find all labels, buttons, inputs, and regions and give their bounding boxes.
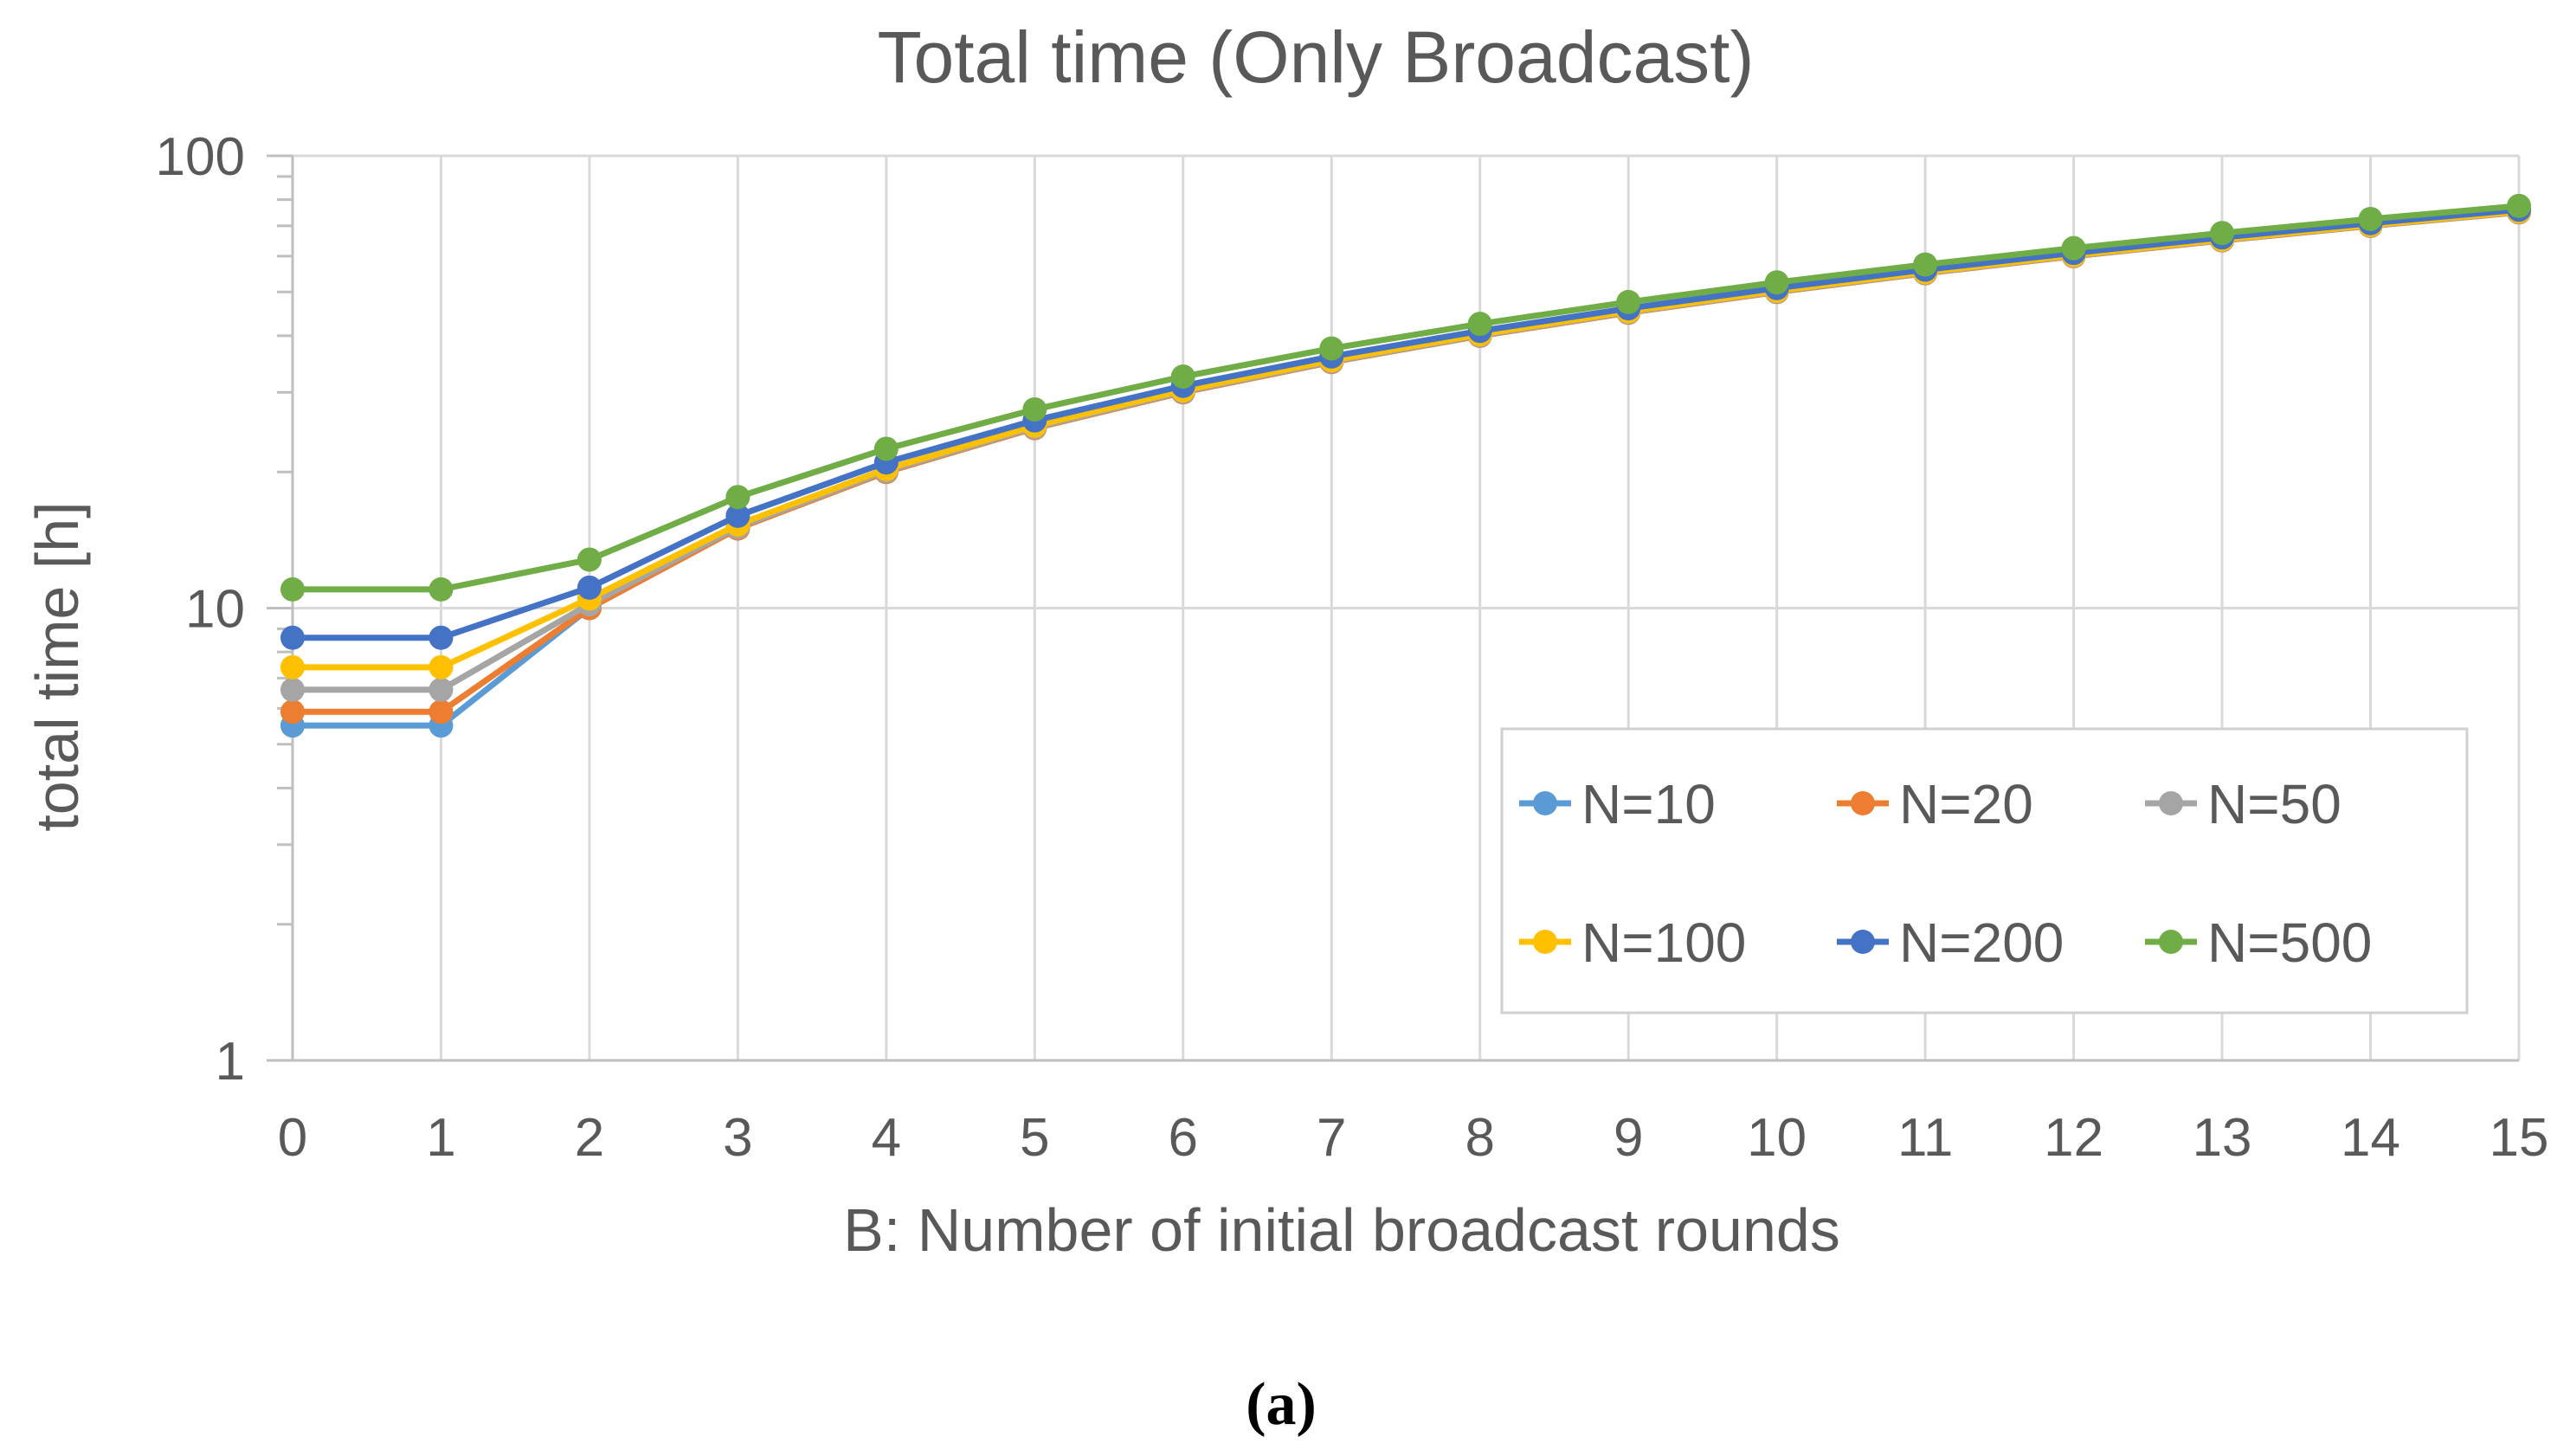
legend-item: N=50 bbox=[2145, 773, 2341, 835]
series-n-20 bbox=[280, 200, 2531, 725]
series-line bbox=[293, 208, 2520, 671]
data-point bbox=[280, 577, 305, 602]
x-tick-label: 12 bbox=[2044, 1108, 2103, 1168]
legend-item: N=10 bbox=[1519, 773, 1716, 835]
legend-label: N=200 bbox=[1899, 912, 2064, 974]
series-n-50 bbox=[280, 199, 2531, 702]
x-tick-label: 5 bbox=[1020, 1108, 1049, 1168]
y-tick-label: 100 bbox=[156, 127, 245, 187]
data-point bbox=[280, 625, 305, 650]
legend: N=10 N=20 N=50 N=100 N=200 N=500 bbox=[1500, 727, 2469, 1015]
x-tick-label: 0 bbox=[278, 1108, 307, 1168]
x-tick-label: 9 bbox=[1613, 1108, 1643, 1168]
data-point bbox=[428, 577, 454, 602]
x-tick-label: 13 bbox=[2193, 1108, 2252, 1168]
legend-swatch-marker bbox=[2159, 930, 2183, 954]
data-point bbox=[873, 436, 899, 461]
data-point bbox=[428, 677, 454, 702]
data-point bbox=[428, 654, 454, 680]
x-tick-label: 4 bbox=[872, 1108, 901, 1168]
series-line bbox=[293, 203, 2520, 593]
legend-swatch-marker bbox=[1533, 791, 1557, 815]
data-point bbox=[280, 699, 305, 725]
data-point bbox=[428, 625, 454, 650]
data-point bbox=[2210, 221, 2235, 246]
x-tick-label: 3 bbox=[723, 1108, 752, 1168]
data-point bbox=[2358, 206, 2383, 231]
data-point bbox=[2061, 235, 2086, 261]
x-tick-label: 11 bbox=[1897, 1108, 1953, 1168]
data-point bbox=[576, 547, 602, 572]
data-point bbox=[1467, 312, 1492, 337]
legend-swatch-marker bbox=[1851, 930, 1875, 954]
x-tick-label: 1 bbox=[426, 1108, 455, 1168]
legend-label: N=20 bbox=[1899, 773, 2033, 835]
x-tick-label: 8 bbox=[1465, 1108, 1494, 1168]
x-tick-label: 6 bbox=[1169, 1108, 1198, 1168]
series-group bbox=[280, 193, 2531, 738]
y-tick-label: 1 bbox=[216, 1032, 245, 1092]
series-line bbox=[293, 209, 2520, 729]
data-point bbox=[280, 654, 305, 680]
data-point bbox=[1022, 396, 1047, 422]
legend-item: N=20 bbox=[1837, 773, 2033, 835]
data-point bbox=[1913, 252, 1938, 277]
y-axis: 1 10 100 bbox=[156, 127, 294, 1092]
legend-box bbox=[1500, 727, 2469, 1015]
x-tick-label: 10 bbox=[1747, 1108, 1807, 1168]
x-tick-label: 2 bbox=[575, 1108, 604, 1168]
legend-label: N=500 bbox=[2207, 912, 2372, 974]
y-axis-label: total time [h] bbox=[23, 501, 91, 831]
series-n-10 bbox=[280, 200, 2531, 738]
data-point bbox=[725, 503, 750, 528]
legend-swatch-marker bbox=[1533, 930, 1557, 954]
figure-caption: (a) bbox=[1246, 1371, 1317, 1438]
data-point bbox=[725, 485, 750, 510]
legend-swatch-marker bbox=[2159, 791, 2183, 815]
x-tick-label: 14 bbox=[2341, 1108, 2400, 1168]
legend-label: N=100 bbox=[1581, 912, 1746, 974]
data-point bbox=[576, 575, 602, 600]
x-tick-label: 15 bbox=[2489, 1108, 2549, 1168]
series-line bbox=[293, 209, 2520, 693]
y-tick-label: 10 bbox=[185, 580, 245, 640]
series-line bbox=[293, 209, 2520, 715]
legend-label: N=10 bbox=[1581, 773, 1716, 835]
legend-swatch-marker bbox=[1851, 791, 1875, 815]
legend-item: N=100 bbox=[1519, 912, 1746, 974]
legend-label: N=50 bbox=[2207, 773, 2341, 835]
x-axis-label: B: Number of initial broadcast rounds bbox=[843, 1196, 1840, 1264]
data-point bbox=[428, 699, 454, 725]
data-point bbox=[1764, 270, 1789, 295]
series-line bbox=[293, 206, 2520, 641]
data-point bbox=[280, 677, 305, 702]
legend-item: N=200 bbox=[1837, 912, 2064, 974]
series-n-500 bbox=[280, 193, 2531, 602]
chart-title: Total time (Only Broadcast) bbox=[877, 16, 1754, 98]
legend-item: N=500 bbox=[2145, 912, 2372, 974]
x-tick-label: 7 bbox=[1317, 1108, 1346, 1168]
data-point bbox=[2507, 193, 2531, 218]
data-point bbox=[1319, 336, 1344, 361]
x-axis: 0 1 2 3 4 5 6 7 8 9 10 11 12 13 14 15 bbox=[278, 1059, 2549, 1168]
data-point bbox=[1616, 289, 1641, 314]
data-point bbox=[1170, 364, 1195, 390]
